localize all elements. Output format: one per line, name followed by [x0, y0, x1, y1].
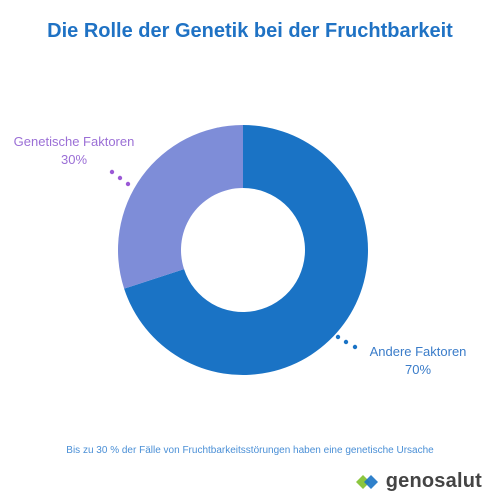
leader-dot — [352, 344, 358, 350]
chart-slices — [117, 125, 368, 375]
slice-percent-andere-faktoren: 70% — [405, 362, 431, 377]
slice-label-genetische-faktoren: Genetische Faktoren — [14, 134, 135, 149]
slice-percent-genetische-faktoren: 30% — [61, 152, 87, 167]
label-group-genetische-faktoren: Genetische Faktoren 30% — [14, 134, 135, 187]
label-group-andere-faktoren: Andere Faktoren 70% — [335, 334, 467, 377]
chart-footnote: Bis zu 30 % der Fälle von Fruchtbarkeits… — [66, 445, 434, 456]
chart-labels: Andere Faktoren 70% Genetische Faktoren 30% — [14, 134, 467, 377]
brand-name: genosalut — [385, 470, 482, 492]
leader-dot — [109, 169, 115, 175]
leader-dot — [125, 181, 131, 187]
leader-dot — [335, 334, 341, 340]
slice-genetische-faktoren — [117, 125, 243, 289]
slice-label-andere-faktoren: Andere Faktoren — [370, 344, 467, 359]
leader-dot — [343, 339, 349, 345]
brand-logo: genosalut — [354, 470, 482, 493]
leader-dot — [117, 175, 123, 181]
genosalut-logo-icon — [355, 474, 378, 489]
chart-title: Die Rolle der Genetik bei der Fruchtbark… — [47, 20, 453, 42]
slice-andere-faktoren — [124, 125, 368, 375]
